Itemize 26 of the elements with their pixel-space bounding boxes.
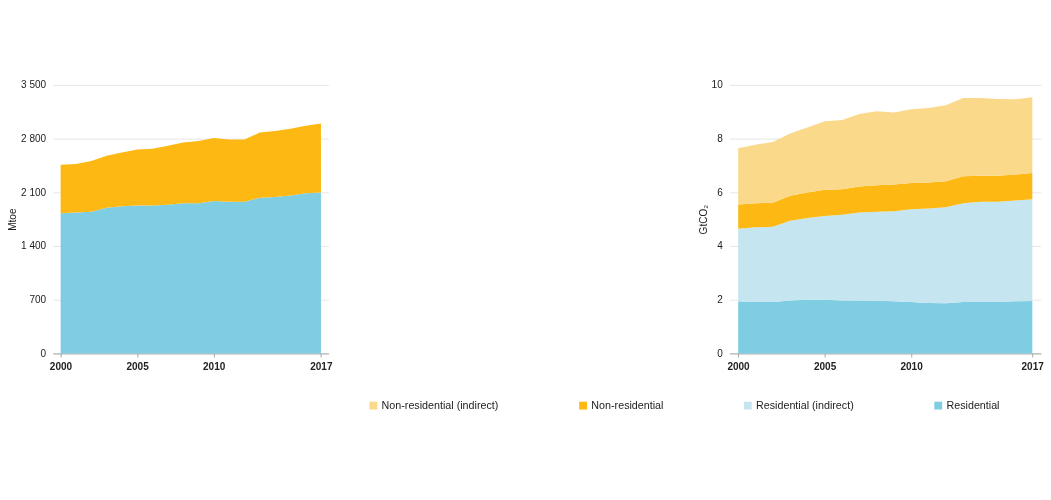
x-tick-label: 2010	[900, 360, 924, 372]
x-tick-label: 2010	[202, 360, 226, 372]
y-tick-label: 10	[711, 79, 724, 91]
y-tick-label: 2 800	[21, 132, 47, 144]
x-tick-label: 2017	[310, 360, 333, 372]
legend-label: Residential	[946, 399, 1000, 412]
x-tick-label: 2000	[727, 360, 751, 372]
x-tick-label: 2017	[1021, 360, 1045, 372]
y-tick-label: 2 100	[21, 186, 47, 198]
y-tick-label: 6	[717, 186, 724, 198]
y-tick-label: 0	[717, 347, 724, 359]
y-tick-label: 3 500	[21, 79, 47, 91]
y-tick-label: 8	[717, 132, 724, 144]
y-tick-label: 2	[717, 294, 724, 306]
x-tick-label: 2005	[813, 360, 837, 372]
y-axis-title: GtCO₂	[697, 204, 709, 235]
y-tick-label: 4	[717, 240, 724, 252]
y-axis-title: Mtoe	[7, 208, 19, 231]
x-tick-label: 2005	[126, 360, 150, 372]
y-tick-label: 700	[29, 294, 47, 306]
x-tick-label: 2000	[49, 360, 73, 372]
legend-label: Non-residential	[591, 399, 664, 412]
y-tick-label: 1 400	[21, 240, 47, 252]
y-tick-label: 0	[40, 347, 47, 359]
legend-label: Non-residential (indirect)	[381, 399, 499, 412]
legend-label: Residential (indirect)	[756, 399, 854, 412]
